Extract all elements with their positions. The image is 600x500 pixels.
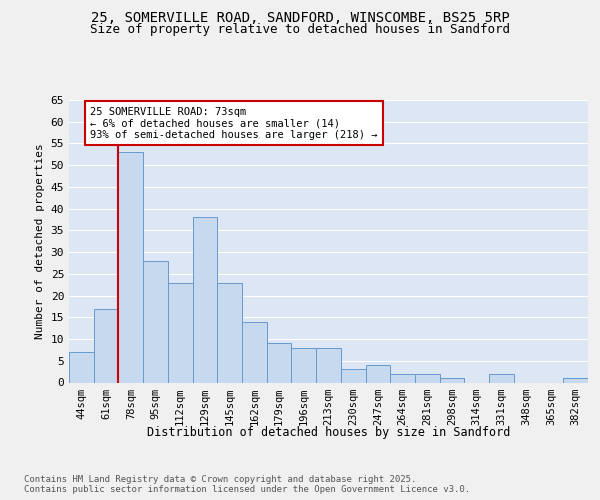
Text: 25 SOMERVILLE ROAD: 73sqm
← 6% of detached houses are smaller (14)
93% of semi-d: 25 SOMERVILLE ROAD: 73sqm ← 6% of detach… xyxy=(90,106,377,140)
Bar xyxy=(193,218,217,382)
Bar xyxy=(341,370,365,382)
Bar xyxy=(217,282,242,382)
Text: Distribution of detached houses by size in Sandford: Distribution of detached houses by size … xyxy=(147,426,511,439)
Text: Size of property relative to detached houses in Sandford: Size of property relative to detached ho… xyxy=(90,24,510,36)
Bar xyxy=(267,344,292,382)
Bar xyxy=(94,308,118,382)
Bar xyxy=(316,348,341,382)
Bar xyxy=(365,365,390,382)
Bar xyxy=(242,322,267,382)
Bar xyxy=(168,282,193,382)
Bar xyxy=(489,374,514,382)
Bar xyxy=(390,374,415,382)
Y-axis label: Number of detached properties: Number of detached properties xyxy=(35,144,45,339)
Bar xyxy=(415,374,440,382)
Text: 25, SOMERVILLE ROAD, SANDFORD, WINSCOMBE, BS25 5RP: 25, SOMERVILLE ROAD, SANDFORD, WINSCOMBE… xyxy=(91,11,509,25)
Bar xyxy=(563,378,588,382)
Text: Contains HM Land Registry data © Crown copyright and database right 2025.
Contai: Contains HM Land Registry data © Crown c… xyxy=(24,474,470,494)
Bar xyxy=(69,352,94,382)
Bar xyxy=(143,261,168,382)
Bar xyxy=(292,348,316,382)
Bar xyxy=(440,378,464,382)
Bar xyxy=(118,152,143,382)
